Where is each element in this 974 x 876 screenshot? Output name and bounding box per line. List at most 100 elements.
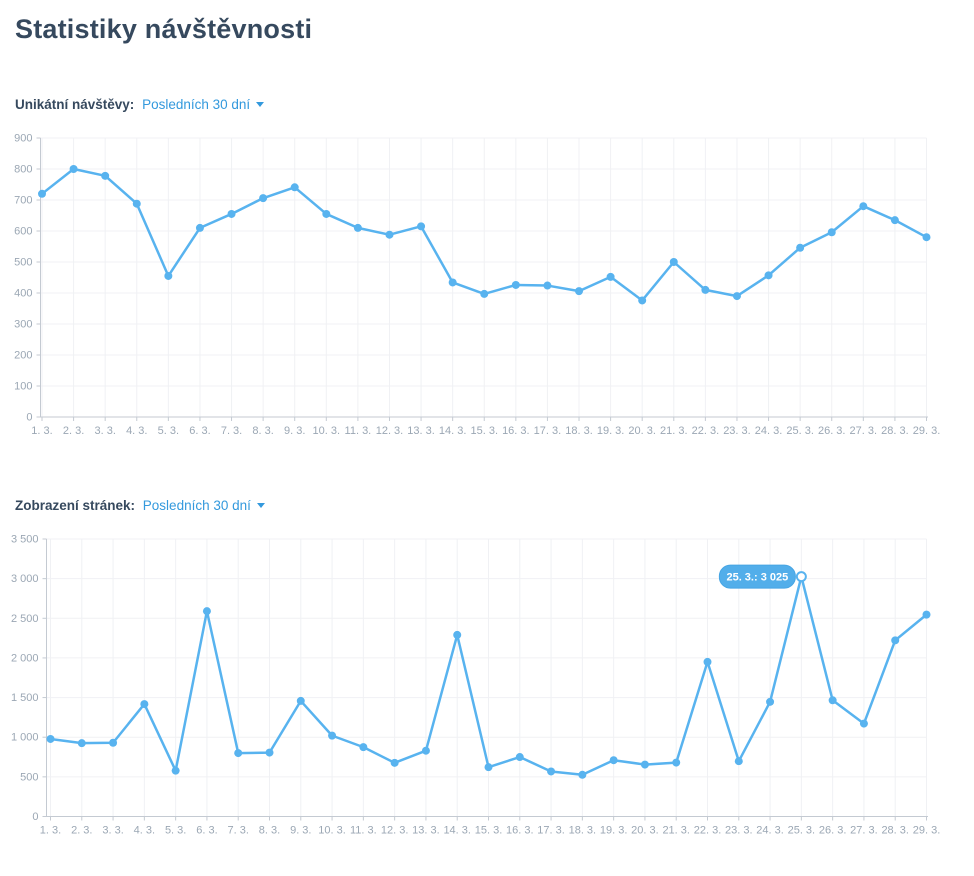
x-tick-label: 7. 3.: [228, 825, 249, 837]
x-tick-label: 14. 3.: [439, 425, 467, 437]
data-point[interactable]: [46, 734, 55, 743]
data-point[interactable]: [543, 281, 552, 290]
pageviews-period-value: Posledních 30 dní: [142, 498, 251, 513]
x-tick-label: 10. 3.: [318, 825, 346, 837]
pageviews-header: Zobrazení stránek: Posledních 30 dní: [15, 498, 974, 514]
x-tick-label: 11. 3.: [345, 425, 372, 437]
data-point[interactable]: [669, 258, 678, 266]
data-point[interactable]: [202, 607, 211, 616]
data-point[interactable]: [922, 610, 931, 619]
data-point[interactable]: [132, 199, 141, 208]
data-point[interactable]: [606, 272, 615, 281]
data-point[interactable]: [672, 758, 681, 767]
x-tick-label: 7. 3.: [221, 425, 242, 437]
unique-visits-period-dropdown[interactable]: Posledních 30 dní: [142, 97, 265, 112]
x-tick-label: 2. 3.: [63, 425, 84, 437]
y-tick-label: 900: [14, 133, 32, 145]
data-point[interactable]: [766, 697, 775, 706]
data-point[interactable]: [164, 271, 173, 280]
data-point[interactable]: [453, 630, 462, 639]
data-point[interactable]: [259, 194, 268, 203]
y-tick-label: 700: [14, 195, 32, 207]
data-point[interactable]: [38, 189, 46, 198]
x-tick-label: 27. 3.: [850, 425, 878, 437]
y-tick-label: 600: [14, 226, 32, 238]
data-point[interactable]: [140, 700, 149, 709]
data-point[interactable]: [328, 731, 337, 740]
x-tick-label: 24. 3.: [755, 425, 783, 437]
data-point[interactable]: [390, 758, 399, 767]
page-title: Statistiky návštěvnosti: [15, 14, 313, 44]
data-point[interactable]: [578, 770, 587, 779]
data-point[interactable]: [828, 696, 837, 705]
x-tick-label: 6. 3.: [189, 425, 210, 437]
chart-tooltip: 25. 3.: 3 025: [718, 564, 796, 589]
x-tick-label: 25. 3.: [786, 425, 814, 437]
x-tick-label: 21. 3.: [660, 425, 688, 437]
data-point[interactable]: [511, 280, 520, 289]
x-tick-label: 4. 3.: [134, 825, 155, 837]
data-point[interactable]: [859, 202, 868, 211]
data-point[interactable]: [640, 760, 649, 769]
data-point[interactable]: [417, 222, 426, 231]
unique-visits-header: Unikátní návštěvy: Posledních 30 dní: [15, 97, 974, 113]
data-point[interactable]: [77, 739, 86, 748]
x-tick-label: 2. 3.: [71, 825, 92, 837]
x-tick-label: 16. 3.: [506, 825, 534, 837]
data-point[interactable]: [109, 738, 118, 747]
unique-visits-period-value: Posledních 30 dní: [142, 97, 251, 112]
data-point[interactable]: [891, 636, 900, 645]
data-point[interactable]: [484, 763, 493, 772]
data-point[interactable]: [796, 243, 805, 252]
data-point[interactable]: [922, 233, 931, 242]
data-point[interactable]: [609, 756, 618, 765]
data-point[interactable]: [353, 223, 362, 232]
pageviews-period-dropdown[interactable]: Posledních 30 dní: [143, 498, 265, 513]
chart-tooltip-text: 25. 3.: 3 025: [726, 572, 788, 584]
data-point[interactable]: [732, 292, 741, 301]
x-tick-label: 12. 3.: [376, 425, 404, 437]
unique-visits-label: Unikátní návštěvy:: [15, 97, 135, 112]
data-point[interactable]: [703, 657, 712, 666]
data-point[interactable]: [296, 696, 305, 705]
x-tick-label: 23. 3.: [725, 825, 753, 837]
data-point[interactable]: [385, 230, 394, 239]
caret-down-icon: [256, 102, 265, 107]
data-point[interactable]: [322, 209, 331, 218]
data-point[interactable]: [359, 743, 368, 752]
data-point[interactable]: [69, 165, 78, 173]
data-point[interactable]: [234, 749, 243, 758]
data-point[interactable]: [290, 183, 299, 192]
data-point[interactable]: [575, 287, 584, 296]
data-point[interactable]: [171, 766, 180, 775]
data-point-hovered[interactable]: [795, 571, 807, 583]
data-point[interactable]: [859, 719, 868, 728]
data-point[interactable]: [547, 767, 556, 776]
x-tick-label: 17. 3.: [534, 425, 562, 437]
data-point[interactable]: [764, 271, 773, 280]
x-tick-label: 3. 3.: [94, 425, 115, 437]
x-tick-label: 13. 3.: [407, 425, 435, 437]
y-tick-label: 500: [14, 257, 32, 269]
pageviews-chart[interactable]: 0 500 1 000 1 500 2 000 2 500 3 000 3 500 1. 3. 2…: [0, 533, 974, 843]
unique-visits-chart[interactable]: 0 100 200 300 400 500 600 700 800 900 1. 3. 2. 3. 3.…: [0, 132, 974, 438]
data-point[interactable]: [448, 278, 457, 287]
y-tick-label: 500: [20, 771, 38, 783]
data-point[interactable]: [195, 223, 204, 232]
y-tick-label: 3 000: [11, 573, 39, 585]
x-tick-label: 10. 3.: [313, 425, 341, 437]
data-point[interactable]: [827, 228, 836, 237]
data-point[interactable]: [227, 209, 236, 218]
x-tick-label: 17. 3.: [537, 825, 565, 837]
data-point[interactable]: [515, 753, 524, 762]
data-point[interactable]: [421, 746, 430, 755]
data-point[interactable]: [890, 216, 899, 225]
data-point[interactable]: [101, 171, 110, 180]
x-tick-label: 1. 3.: [40, 825, 61, 837]
data-point[interactable]: [638, 296, 647, 305]
data-point[interactable]: [265, 748, 274, 757]
y-tick-label: 400: [14, 288, 32, 300]
data-point[interactable]: [734, 757, 743, 766]
data-point[interactable]: [480, 289, 489, 298]
data-point[interactable]: [701, 285, 710, 294]
